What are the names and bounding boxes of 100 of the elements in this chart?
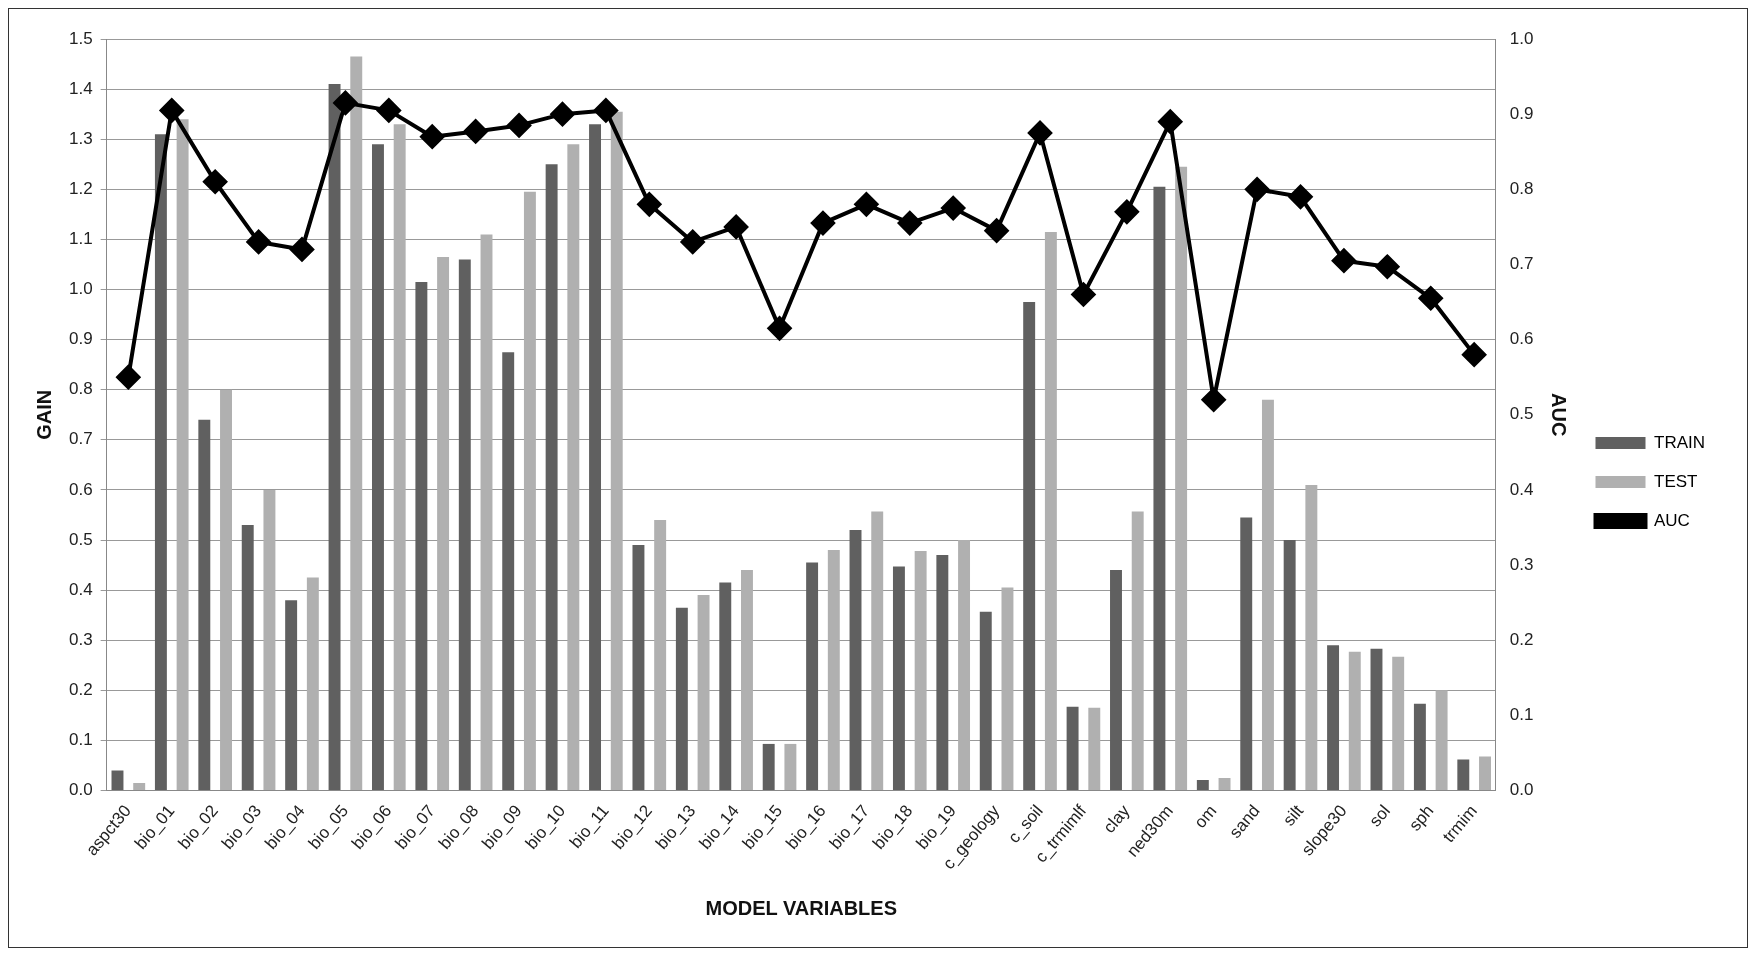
bar — [979, 611, 992, 791]
bar — [762, 743, 775, 791]
bar — [1088, 707, 1101, 791]
bar — [892, 566, 905, 791]
bar — [545, 164, 558, 791]
bar — [263, 489, 276, 791]
bar — [306, 577, 319, 791]
bar — [741, 570, 753, 791]
point — [1158, 109, 1183, 134]
y-tick-label: 1.4 — [68, 78, 93, 98]
y-tick-label: 1.0 — [68, 279, 93, 299]
bar — [1218, 777, 1231, 791]
bar — [1479, 756, 1491, 791]
bar — [1348, 651, 1361, 791]
y2-tick-label: 0.3 — [1509, 554, 1534, 574]
y-tick-label: 0.0 — [68, 780, 93, 800]
point — [984, 218, 1009, 243]
bar — [1370, 648, 1383, 791]
bar — [393, 124, 406, 791]
bar — [285, 600, 298, 791]
bar — [1175, 166, 1188, 791]
bar — [610, 111, 623, 791]
y2-tick-label: 0.7 — [1509, 254, 1534, 274]
bar — [1327, 645, 1340, 791]
point — [897, 211, 922, 236]
point — [724, 214, 749, 239]
bar — [502, 352, 515, 791]
y2-tick-label: 0.5 — [1509, 404, 1534, 424]
point — [507, 113, 532, 138]
bar — [1457, 759, 1470, 791]
bar — [654, 519, 667, 791]
bar — [437, 256, 450, 791]
point — [1201, 387, 1226, 412]
bar — [523, 191, 536, 791]
point — [1375, 254, 1400, 279]
point — [1462, 342, 1487, 367]
y-tick-label: 0.2 — [68, 680, 93, 699]
x-tick-label: clay — [1099, 801, 1134, 837]
y-tick-label: 1.3 — [68, 128, 93, 148]
bar — [697, 595, 710, 791]
legend-label: TEST — [1654, 471, 1698, 491]
bar — [1261, 399, 1274, 791]
x-axis-title: MODEL VARIABLES — [705, 896, 897, 919]
point — [1418, 286, 1443, 311]
point — [1331, 248, 1356, 273]
bar — [567, 144, 580, 791]
bar — [1001, 587, 1014, 791]
y-axis-title: GAIN — [32, 389, 55, 440]
point — [1245, 177, 1270, 202]
point — [116, 365, 141, 390]
y-tick-label: 0.6 — [68, 479, 93, 499]
y-tick-label: 0.5 — [68, 529, 93, 549]
bar — [1044, 231, 1057, 791]
bar — [719, 582, 732, 791]
point — [376, 98, 401, 123]
bar — [154, 134, 167, 791]
x-tick-label: silt — [1279, 801, 1308, 830]
y-tick-label: 0.1 — [68, 730, 93, 750]
bar — [328, 84, 341, 791]
bar — [458, 259, 471, 791]
bar — [133, 783, 146, 791]
y-tick-label: 1.2 — [68, 178, 93, 198]
y2-tick-label: 0.9 — [1509, 103, 1534, 123]
y2-tick-label: 1.0 — [1509, 28, 1534, 48]
y2-tick-label: 0.2 — [1509, 629, 1534, 649]
point — [1288, 184, 1313, 209]
point — [420, 124, 445, 149]
bar — [480, 234, 493, 791]
bar — [914, 551, 927, 791]
x-tick-label: sph — [1405, 801, 1438, 835]
y-tick-label: 1.5 — [68, 28, 93, 48]
y2-tick-label: 0.0 — [1509, 780, 1534, 800]
bar — [936, 555, 949, 791]
bar — [1153, 186, 1166, 791]
y-tick-label: 0.7 — [68, 429, 93, 449]
bar — [632, 545, 645, 791]
point — [1028, 120, 1053, 145]
bar — [372, 144, 384, 791]
bar — [1240, 517, 1253, 791]
bar — [958, 540, 971, 791]
point — [810, 211, 835, 236]
bar — [350, 56, 363, 791]
bar — [1392, 656, 1405, 791]
bar — [415, 281, 428, 791]
y2-tick-label: 0.4 — [1509, 479, 1534, 499]
point — [680, 229, 705, 254]
y2-axis-title: AUC — [1547, 393, 1570, 437]
bar — [1283, 540, 1296, 791]
point — [246, 229, 271, 254]
bar — [1305, 484, 1318, 791]
y-tick-label: 0.4 — [68, 579, 93, 599]
bar — [1023, 302, 1036, 791]
bar — [784, 743, 797, 791]
point — [1071, 282, 1096, 307]
legend-label: AUC — [1654, 510, 1690, 530]
y-tick-label: 0.3 — [68, 629, 93, 649]
point — [463, 119, 488, 144]
point — [637, 192, 662, 217]
bar — [241, 524, 254, 791]
y2-tick-label: 0.8 — [1509, 178, 1534, 198]
